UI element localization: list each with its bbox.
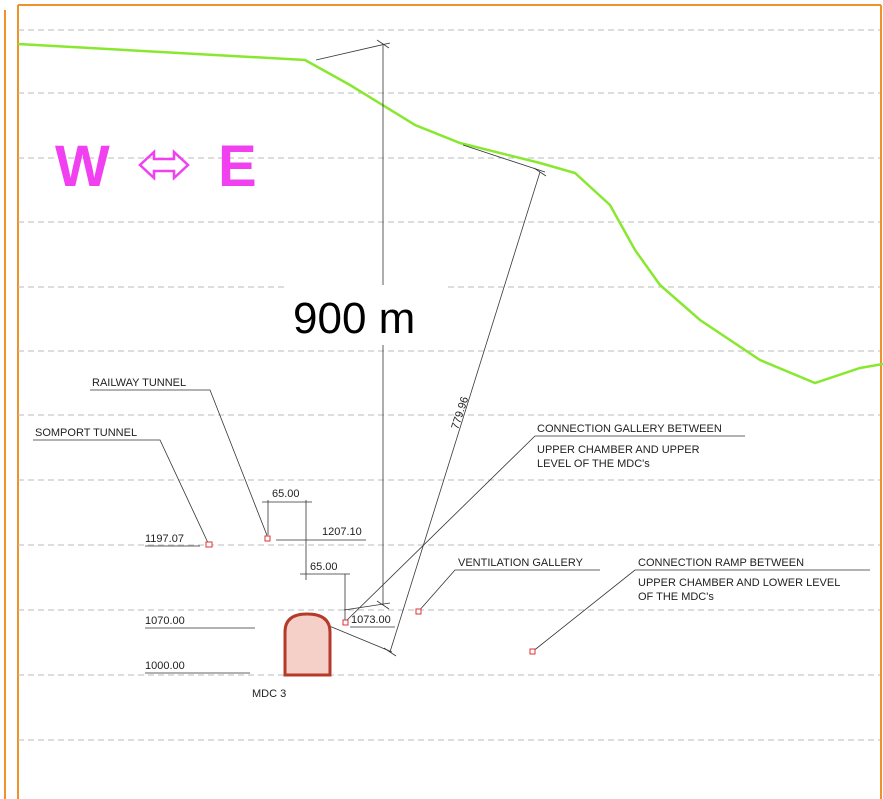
orientation: W E <box>55 134 257 199</box>
mdc-chamber <box>283 612 332 677</box>
dimension: 65.00 <box>272 488 300 500</box>
label: UPPER CHAMBER AND UPPER <box>537 444 700 456</box>
dimension: 65.00 <box>310 561 338 573</box>
markers <box>205 535 536 655</box>
label: CONNECTION RAMP BETWEEN <box>638 557 804 569</box>
terrain-profile <box>17 42 883 385</box>
label: RAILWAY TUNNEL <box>92 377 186 389</box>
elevation: 1207.10 <box>322 526 362 538</box>
west-label: W <box>55 134 110 199</box>
leaders <box>33 389 870 674</box>
label: UPPER CHAMBER AND LOWER LEVEL <box>638 577 840 589</box>
height-label: 900 m <box>293 294 415 343</box>
double-arrow <box>138 149 190 181</box>
elevation: 1070.00 <box>145 615 185 627</box>
east-label: E <box>218 134 257 199</box>
label: SOMPORT TUNNEL <box>35 427 137 439</box>
label-background <box>285 285 445 345</box>
label: MDC 3 <box>252 688 286 700</box>
label: OF THE MDC's <box>638 591 714 603</box>
elevation: 1073.00 <box>351 614 391 626</box>
elevation: 1000.00 <box>145 660 185 672</box>
label: LEVEL OF THE MDC's <box>537 458 650 470</box>
label: VENTILATION GALLERY <box>458 557 584 569</box>
frame <box>4 4 882 799</box>
elevation: 1197.07 <box>145 533 184 545</box>
label: CONNECTION GALLERY BETWEEN <box>537 423 722 435</box>
